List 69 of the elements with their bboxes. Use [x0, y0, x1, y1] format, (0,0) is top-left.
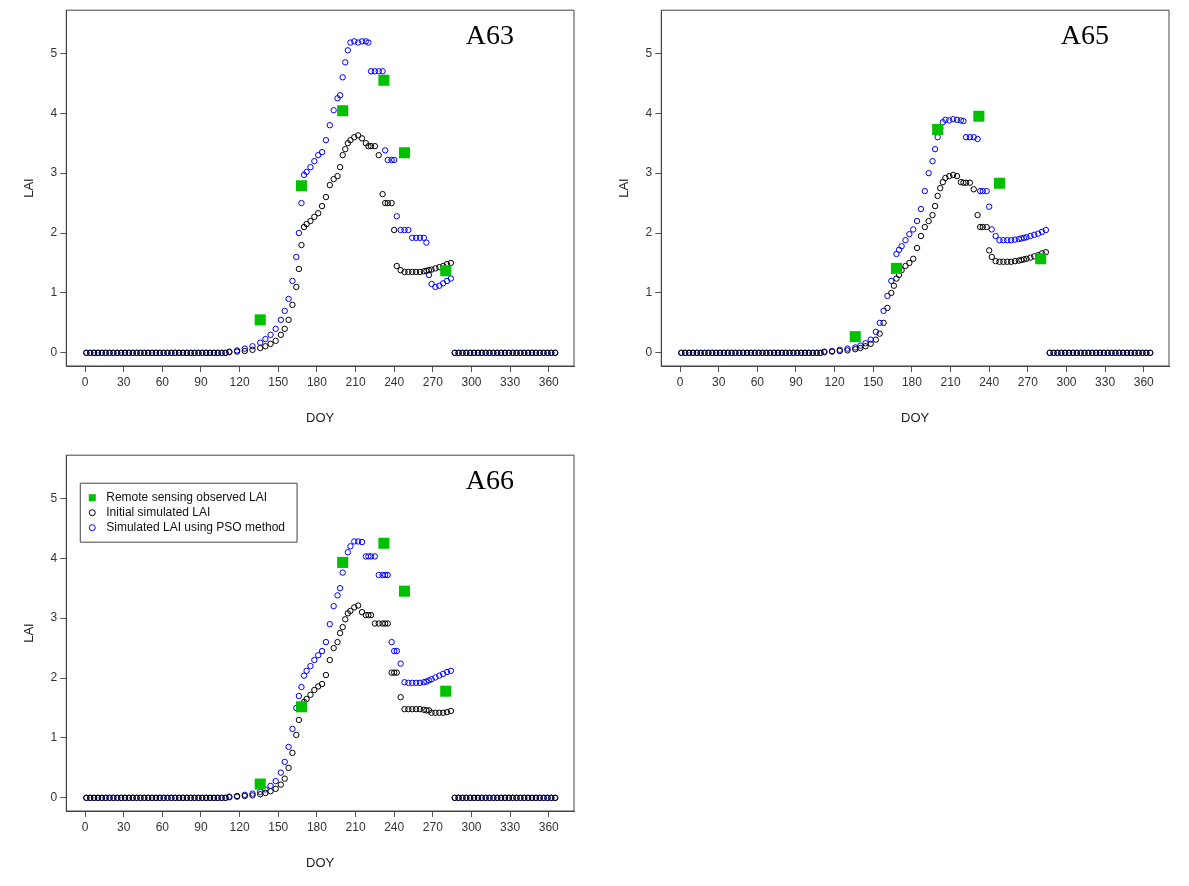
x-tick-label: 210 [345, 374, 366, 389]
x-tick-label: 120 [229, 819, 250, 834]
y-tick-label: 4 [50, 550, 58, 565]
x-tick-label: 330 [500, 819, 521, 834]
x-tick-label: 30 [117, 819, 131, 834]
x-tick-label: 270 [422, 374, 444, 389]
x-tick-label: 150 [863, 374, 884, 389]
x-tick-label: 180 [901, 374, 923, 389]
y-tick-label: 4 [50, 105, 58, 120]
x-tick-label: 300 [461, 819, 482, 834]
x-tick-label: 120 [824, 374, 845, 389]
x-tick-label: 270 [422, 819, 444, 834]
x-tick-label: 60 [155, 819, 170, 834]
x-tick-label: 60 [750, 374, 765, 389]
y-axis-title: LAI [21, 178, 37, 198]
x-tick-label: 210 [345, 819, 366, 834]
y-tick-label: 3 [645, 165, 653, 180]
x-tick-label: 150 [268, 819, 289, 834]
y-tick-label: 2 [50, 670, 58, 685]
x-tick-label: 240 [384, 819, 405, 834]
y-tick-label: 1 [645, 285, 653, 300]
x-tick-label: 0 [676, 374, 684, 389]
x-tick-label: 240 [384, 374, 405, 389]
x-tick-label: 0 [81, 374, 89, 389]
y-tick-label: 1 [50, 285, 58, 300]
x-tick-label: 330 [500, 374, 521, 389]
x-tick-label: 90 [194, 374, 208, 389]
x-tick-label: 30 [117, 374, 131, 389]
legend-label: Simulated LAI using PSO method [106, 520, 286, 535]
x-tick-label: 180 [306, 819, 328, 834]
legend-label: Initial simulated LAI [106, 505, 211, 520]
y-axis-title: LAI [616, 178, 632, 198]
x-tick-label: 360 [538, 819, 560, 834]
x-tick-label: 360 [538, 374, 560, 389]
legend-label: Remote sensing observed LAI [106, 490, 268, 505]
x-tick-label: 300 [461, 374, 482, 389]
x-tick-label: 60 [155, 374, 170, 389]
y-tick-label: 0 [50, 790, 58, 805]
y-tick-label: 0 [645, 345, 653, 360]
x-tick-label: 120 [229, 374, 250, 389]
x-tick-label: 330 [1095, 374, 1116, 389]
y-tick-label: 0 [50, 345, 58, 360]
x-tick-label: 270 [1017, 374, 1039, 389]
x-tick-label: 210 [940, 374, 961, 389]
y-tick-label: 3 [50, 610, 58, 625]
x-tick-label: 30 [712, 374, 726, 389]
chart-title: A66 [465, 463, 514, 495]
x-axis-title: DOY [306, 854, 335, 870]
y-tick-label: 5 [50, 45, 58, 60]
x-tick-label: 90 [789, 374, 803, 389]
x-tick-label: 360 [1133, 374, 1155, 389]
x-axis-title: DOY [306, 409, 335, 425]
y-tick-label: 5 [50, 490, 58, 505]
chart-title: A63 [465, 18, 514, 50]
y-tick-label: 2 [50, 225, 58, 240]
x-tick-label: 150 [268, 374, 289, 389]
x-axis-title: DOY [901, 409, 930, 425]
y-tick-label: 2 [645, 225, 653, 240]
chart-title: A65 [1060, 18, 1109, 50]
y-tick-label: 5 [645, 45, 653, 60]
x-tick-label: 300 [1056, 374, 1077, 389]
y-tick-label: 1 [50, 730, 58, 745]
y-tick-label: 4 [645, 105, 653, 120]
x-tick-label: 240 [979, 374, 1000, 389]
x-tick-label: 180 [306, 374, 328, 389]
x-tick-label: 0 [81, 819, 89, 834]
x-tick-label: 90 [194, 819, 208, 834]
y-tick-label: 3 [50, 165, 58, 180]
y-axis-title: LAI [21, 623, 37, 643]
